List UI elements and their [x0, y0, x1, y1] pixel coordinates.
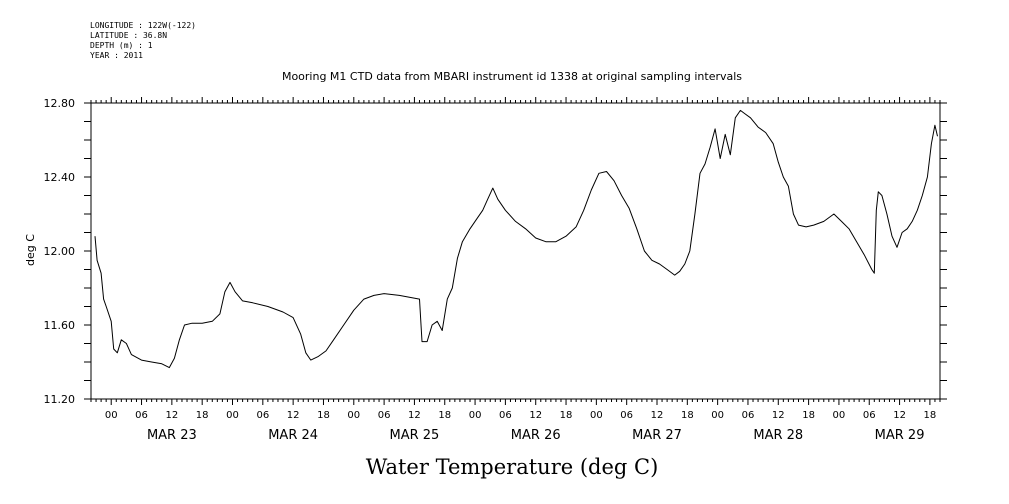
x-tick-label: 06: [135, 410, 148, 421]
x-tick-label: 18: [924, 410, 937, 421]
y-tick-label: 12.00: [44, 245, 76, 258]
x-axis-title: Water Temperature (deg C): [366, 455, 659, 479]
x-day-label: MAR 24: [268, 428, 318, 443]
x-tick-label: 18: [317, 410, 330, 421]
x-tick-label: 06: [378, 410, 391, 421]
x-tick-label: 06: [863, 410, 876, 421]
x-day-label: MAR 28: [753, 428, 803, 443]
x-tick-label: 12: [529, 410, 542, 421]
x-tick-label: 00: [469, 410, 482, 421]
x-tick-label: 06: [620, 410, 633, 421]
x-day-label: MAR 27: [632, 428, 682, 443]
x-day-label: MAR 29: [875, 428, 925, 443]
x-tick-label: 00: [833, 410, 846, 421]
chart-title: Mooring M1 CTD data from MBARI instrumen…: [282, 70, 742, 83]
x-tick-label: 12: [651, 410, 664, 421]
depth-label: DEPTH (m) : 1: [90, 41, 153, 50]
y-tick-label: 11.20: [44, 393, 76, 406]
plot-frame: [90, 102, 941, 400]
x-tick-label: 12: [408, 410, 421, 421]
x-tick-label: 06: [499, 410, 512, 421]
x-tick-label: 12: [287, 410, 300, 421]
latitude-label: LATITUDE : 36.8N: [90, 31, 168, 40]
y-axis-label: deg C: [24, 234, 37, 266]
x-tick-label: 00: [711, 410, 724, 421]
x-tick-label: 00: [105, 410, 118, 421]
x-day-label: MAR 26: [511, 428, 561, 443]
x-tick-label: 18: [196, 410, 209, 421]
x-day-label: MAR 25: [390, 428, 440, 443]
x-tick-label: 18: [681, 410, 694, 421]
x-tick-label: 12: [165, 410, 178, 421]
x-tick-label: 06: [256, 410, 269, 421]
temperature-series-line: [94, 109, 938, 369]
x-day-label: MAR 23: [147, 428, 197, 443]
x-tick-label: 12: [772, 410, 785, 421]
x-tick-label: 00: [347, 410, 360, 421]
axis-labels: 00 06 12 18 00 06 12 18 00 06 12 18 00 06 12 18 00 06 12 18…: [44, 97, 937, 443]
x-tick-label: 12: [893, 410, 906, 421]
y-tick-label: 12.80: [44, 97, 76, 110]
x-tick-label: 00: [226, 410, 239, 421]
x-tick-label: 18: [438, 410, 451, 421]
year-label: YEAR : 2011: [90, 51, 143, 60]
x-tick-label: 06: [742, 410, 755, 421]
y-tick-label: 12.40: [44, 171, 76, 184]
x-tick-label: 18: [560, 410, 573, 421]
y-tick-label: 11.60: [44, 319, 76, 332]
metadata-header: LONGITUDE : 122W(-122) LATITUDE : 36.8N …: [90, 21, 196, 61]
x-tick-label: 00: [590, 410, 603, 421]
axis-ticks: [84, 97, 947, 405]
series-layer: [94, 109, 938, 369]
x-tick-label: 18: [802, 410, 815, 421]
longitude-label: LONGITUDE : 122W(-122): [90, 21, 196, 30]
